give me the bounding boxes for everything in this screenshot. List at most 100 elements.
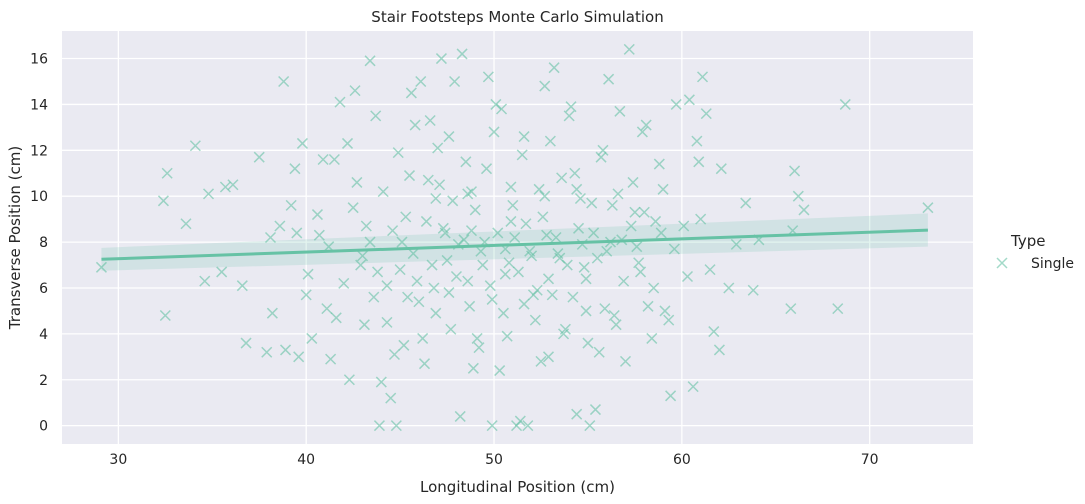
tick-labels: 30 40 50 60 70 0 2 4 6 8 10 12 14 16 bbox=[30, 52, 878, 468]
data-point bbox=[531, 284, 543, 296]
data-point bbox=[496, 103, 508, 115]
data-point bbox=[443, 287, 455, 299]
legend: Type Single bbox=[996, 232, 1074, 272]
regression-line bbox=[101, 228, 928, 261]
data-point bbox=[569, 167, 581, 179]
data-point bbox=[465, 225, 478, 237]
data-point bbox=[567, 291, 579, 303]
data-point bbox=[355, 259, 367, 271]
y-tick-label: 14 bbox=[30, 97, 48, 113]
plot-area bbox=[62, 31, 973, 444]
data-point bbox=[546, 289, 558, 301]
data-point bbox=[347, 202, 359, 214]
data-point bbox=[537, 211, 549, 223]
data-point bbox=[603, 73, 615, 85]
data-point bbox=[413, 296, 425, 308]
x-axis-label: Longitudinal Position (cm) bbox=[420, 478, 615, 496]
data-point bbox=[670, 98, 682, 110]
data-point bbox=[548, 62, 560, 74]
data-point bbox=[441, 254, 453, 266]
data-point bbox=[364, 236, 376, 248]
data-point bbox=[494, 365, 506, 377]
data-point bbox=[261, 346, 273, 358]
data-point bbox=[612, 188, 624, 200]
data-point bbox=[411, 275, 423, 287]
data-point bbox=[279, 344, 292, 356]
data-point bbox=[503, 257, 515, 269]
y-tick-label: 4 bbox=[39, 327, 48, 343]
data-point bbox=[422, 174, 434, 186]
data-point bbox=[328, 153, 340, 166]
data-point bbox=[377, 186, 389, 198]
data-point bbox=[375, 376, 387, 388]
data-point bbox=[638, 206, 650, 218]
data-point bbox=[681, 270, 694, 283]
data-point bbox=[839, 98, 851, 110]
data-point bbox=[582, 337, 594, 349]
data-point bbox=[541, 229, 553, 241]
data-point bbox=[426, 259, 438, 271]
data-point bbox=[387, 225, 399, 237]
data-point bbox=[655, 227, 667, 239]
data-point bbox=[740, 197, 752, 209]
x-tick-label: 60 bbox=[673, 452, 691, 468]
data-point bbox=[646, 332, 658, 344]
data-point bbox=[456, 48, 468, 60]
grid bbox=[62, 31, 973, 444]
data-point bbox=[330, 312, 342, 324]
data-point bbox=[469, 204, 481, 216]
data-point bbox=[349, 85, 361, 97]
data-point bbox=[798, 204, 810, 216]
data-point bbox=[372, 266, 384, 278]
data-point bbox=[591, 252, 603, 264]
data-point bbox=[471, 332, 483, 344]
data-point bbox=[516, 149, 528, 161]
data-point bbox=[420, 215, 432, 227]
data-point bbox=[678, 220, 690, 232]
legend-title: Type bbox=[1010, 232, 1045, 250]
legend-x-icon bbox=[996, 257, 1008, 269]
data-point bbox=[593, 346, 605, 358]
data-point bbox=[552, 248, 564, 260]
y-tick-label: 12 bbox=[30, 143, 48, 159]
data-point bbox=[683, 94, 695, 106]
data-point bbox=[450, 270, 462, 283]
data-point bbox=[449, 75, 461, 88]
data-point bbox=[601, 245, 613, 257]
data-point bbox=[501, 330, 513, 342]
data-point bbox=[597, 144, 609, 156]
data-point bbox=[723, 282, 735, 294]
data-point bbox=[650, 215, 662, 227]
data-point bbox=[610, 319, 622, 331]
data-point bbox=[454, 410, 466, 422]
data-point bbox=[580, 273, 592, 285]
data-point bbox=[403, 170, 416, 182]
data-point bbox=[199, 275, 211, 287]
data-point bbox=[623, 43, 635, 55]
data-point bbox=[550, 231, 562, 244]
data-point bbox=[360, 220, 372, 232]
data-point bbox=[586, 197, 598, 209]
data-point bbox=[321, 303, 333, 315]
data-point bbox=[730, 238, 742, 250]
data-point bbox=[443, 131, 455, 143]
data-point bbox=[539, 80, 551, 92]
data-point bbox=[437, 222, 449, 234]
y-tick-label: 16 bbox=[30, 52, 48, 68]
data-point bbox=[462, 275, 474, 287]
data-point bbox=[180, 218, 192, 230]
data-point bbox=[394, 264, 406, 276]
data-point bbox=[542, 273, 555, 285]
data-point bbox=[663, 314, 675, 326]
data-point bbox=[507, 199, 519, 211]
data-point bbox=[351, 176, 363, 188]
data-point bbox=[627, 176, 639, 188]
data-point bbox=[704, 264, 716, 276]
data-point bbox=[635, 266, 647, 278]
data-point bbox=[657, 183, 669, 195]
data-point bbox=[512, 266, 524, 278]
data-point bbox=[473, 342, 485, 354]
data-point bbox=[625, 220, 637, 232]
data-point bbox=[584, 420, 596, 432]
data-point bbox=[368, 291, 380, 303]
